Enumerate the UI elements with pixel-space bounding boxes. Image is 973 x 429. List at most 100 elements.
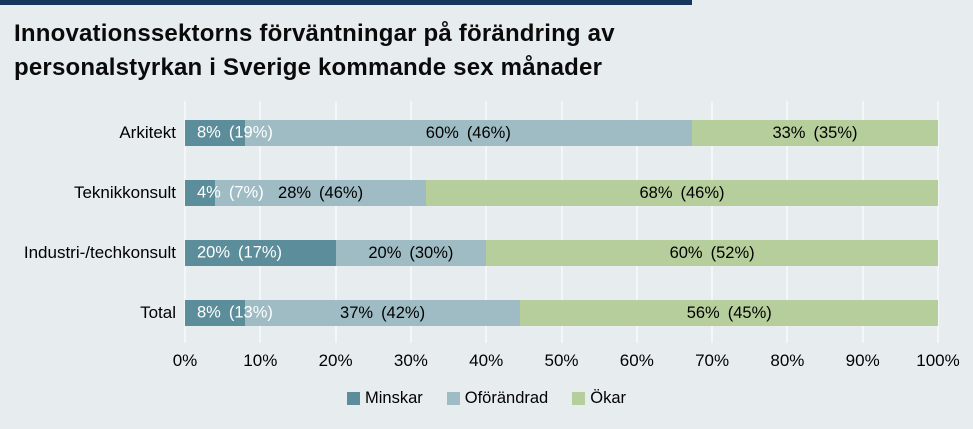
- bar-segment-label: 28% (46%): [278, 184, 363, 203]
- x-axis-tick-label: 30%: [393, 351, 428, 370]
- legend-item: Minskar: [347, 389, 423, 408]
- bar-segment-oförändrad: 60% (46%): [244, 120, 692, 146]
- bar-segment-label: 33% (35%): [772, 124, 857, 143]
- bar-segment-label: 68% (46%): [639, 184, 724, 203]
- bar-rows: Arkitekt 8% (19%) 60% (46%) 33% (35%) Teknikkon…: [24, 103, 939, 343]
- bar-segment-ökar: 56% (45%): [520, 300, 938, 326]
- bar-segment-ökar: 33% (35%): [691, 120, 938, 146]
- bar-row: Teknikkonsult 4% (7%) 28% (46%) 68% (46%): [74, 163, 939, 223]
- legend-label: Oförändrad: [464, 389, 549, 407]
- bar-value: 37%: [340, 303, 374, 322]
- chart-title-line1: Innovationssektorns förväntningar på för…: [14, 20, 615, 47]
- gridline: [184, 101, 186, 343]
- stacked-bar: 8% (13%) 37% (42%) 56% (45%): [185, 300, 938, 326]
- x-axis: 0% 10% 20% 30% 40% 50% 60% 70% 80% 90% 100%: [173, 351, 960, 377]
- x-axis-tick-label: 40%: [469, 351, 504, 370]
- bar-segment-oförändrad: 28% (46%): [215, 180, 426, 206]
- category-label: Total: [140, 303, 176, 322]
- bar-previous-value: (46%): [680, 183, 725, 202]
- x-axis-tick-label: 100%: [916, 351, 960, 370]
- bar-value: 28%: [278, 183, 312, 202]
- bar-previous-value: (13%): [228, 303, 273, 322]
- bar-segment-label: 8% (19%): [197, 124, 273, 143]
- bar-value: 60%: [425, 123, 459, 142]
- gridline: [409, 101, 412, 343]
- bar-segment-oförändrad: 20% (30%): [335, 240, 487, 266]
- bar-segment-label: 4% (7%): [197, 184, 264, 203]
- bar-segment-label: 8% (13%): [197, 304, 273, 323]
- bar-value: 56%: [686, 303, 720, 322]
- x-axis-tick-label: 0%: [172, 351, 198, 370]
- stacked-bar: 4% (7%) 28% (46%) 68% (46%): [185, 180, 939, 206]
- bar-segment-oförändrad: 37% (42%): [244, 300, 521, 326]
- bar-row: Total 8% (13%) 37% (42%) 56% (45%): [140, 283, 938, 343]
- gridline: [635, 101, 638, 343]
- x-axis-tick-label: 20%: [318, 351, 353, 370]
- bar-row: Arkitekt 8% (19%) 60% (46%) 33% (35%): [119, 103, 938, 163]
- bar-previous-value: (35%): [813, 123, 858, 142]
- category-label: Teknikkonsult: [73, 183, 176, 202]
- gridlines: [184, 101, 939, 343]
- legend-swatch-icon: [446, 392, 460, 405]
- category-label: Industri-/techkonsult: [23, 243, 176, 262]
- plot-area: Arkitekt 8% (19%) 60% (46%) 33% (35%) Teknikkon…: [24, 101, 939, 343]
- bar-segment-label: 20% (30%): [368, 244, 453, 263]
- legend-item: Oförändrad: [446, 389, 549, 408]
- gridline: [560, 101, 563, 343]
- bar-segment-minskar: 8% (13%): [185, 300, 273, 326]
- category-label: Arkitekt: [119, 123, 176, 142]
- bar-value: 68%: [639, 183, 673, 202]
- bar-row: Industri-/techkonsult 20% (17%) 20% (30%) 60%…: [24, 223, 938, 283]
- bar-value: 20%: [197, 243, 231, 262]
- bar-segment-ökar: 68% (46%): [425, 180, 939, 206]
- bar-segment-label: 60% (52%): [670, 244, 755, 263]
- gridline: [711, 101, 714, 343]
- top-accent-bar: [0, 0, 692, 5]
- legend: Minskar Oförändrad Ökar: [0, 389, 973, 408]
- x-axis-tick-label: 50%: [544, 351, 579, 370]
- gridline: [937, 101, 939, 343]
- stacked-bar: 20% (17%) 20% (30%) 60% (52%): [185, 240, 938, 266]
- legend-label: Minskar: [365, 389, 423, 407]
- bar-value: 4%: [197, 183, 221, 202]
- bar-previous-value: (46%): [319, 183, 364, 202]
- bar-previous-value: (45%): [727, 303, 772, 322]
- x-axis-tick-label: 90%: [845, 351, 880, 370]
- gridline: [485, 101, 488, 343]
- bar-segment-label: 56% (45%): [687, 304, 772, 323]
- stacked-bar-chart: Arkitekt 8% (19%) 60% (46%) 33% (35%) Teknikkon…: [0, 101, 973, 408]
- bar-previous-value: (19%): [228, 123, 273, 142]
- bar-segment-minskar: 4% (7%): [185, 180, 264, 206]
- bar-segment-label: 37% (42%): [340, 304, 425, 323]
- legend-item: Ökar: [572, 389, 626, 408]
- bar-value: 60%: [669, 243, 703, 262]
- x-axis-tick-label: 80%: [770, 351, 805, 370]
- gridline: [259, 101, 262, 343]
- bar-previous-value: (42%): [381, 303, 426, 322]
- legend-label: Ökar: [590, 389, 626, 407]
- gridline: [334, 101, 337, 343]
- bar-segment-label: 20% (17%): [197, 244, 282, 263]
- bar-value: 20%: [368, 243, 402, 262]
- bar-previous-value: (52%): [710, 243, 755, 262]
- legend-swatch-icon: [347, 392, 360, 405]
- x-axis-tick-label: 70%: [695, 351, 730, 370]
- gridline: [861, 101, 864, 343]
- bar-previous-value: (30%): [409, 243, 454, 262]
- x-axis-tick-label: 60%: [619, 351, 654, 370]
- stacked-bar: 8% (19%) 60% (46%) 33% (35%): [185, 120, 938, 146]
- bar-segment-minskar: 20% (17%): [185, 240, 336, 266]
- bar-value: 33%: [772, 123, 806, 142]
- legend-swatch-icon: [572, 392, 586, 405]
- bar-previous-value: (17%): [238, 243, 283, 262]
- bar-previous-value: (7%): [228, 183, 264, 202]
- bar-segment-minskar: 8% (19%): [185, 120, 273, 146]
- chart-title: Innovationssektorns förväntningar på för…: [0, 0, 973, 85]
- x-axis-tick-label: 10%: [243, 351, 278, 370]
- chart-title-line2: personalstyrkan i Sverige kommande sex m…: [14, 54, 603, 81]
- bar-segment-ökar: 60% (52%): [486, 240, 938, 266]
- bar-value: 8%: [197, 123, 221, 142]
- bar-value: 8%: [197, 303, 221, 322]
- gridline: [786, 101, 789, 343]
